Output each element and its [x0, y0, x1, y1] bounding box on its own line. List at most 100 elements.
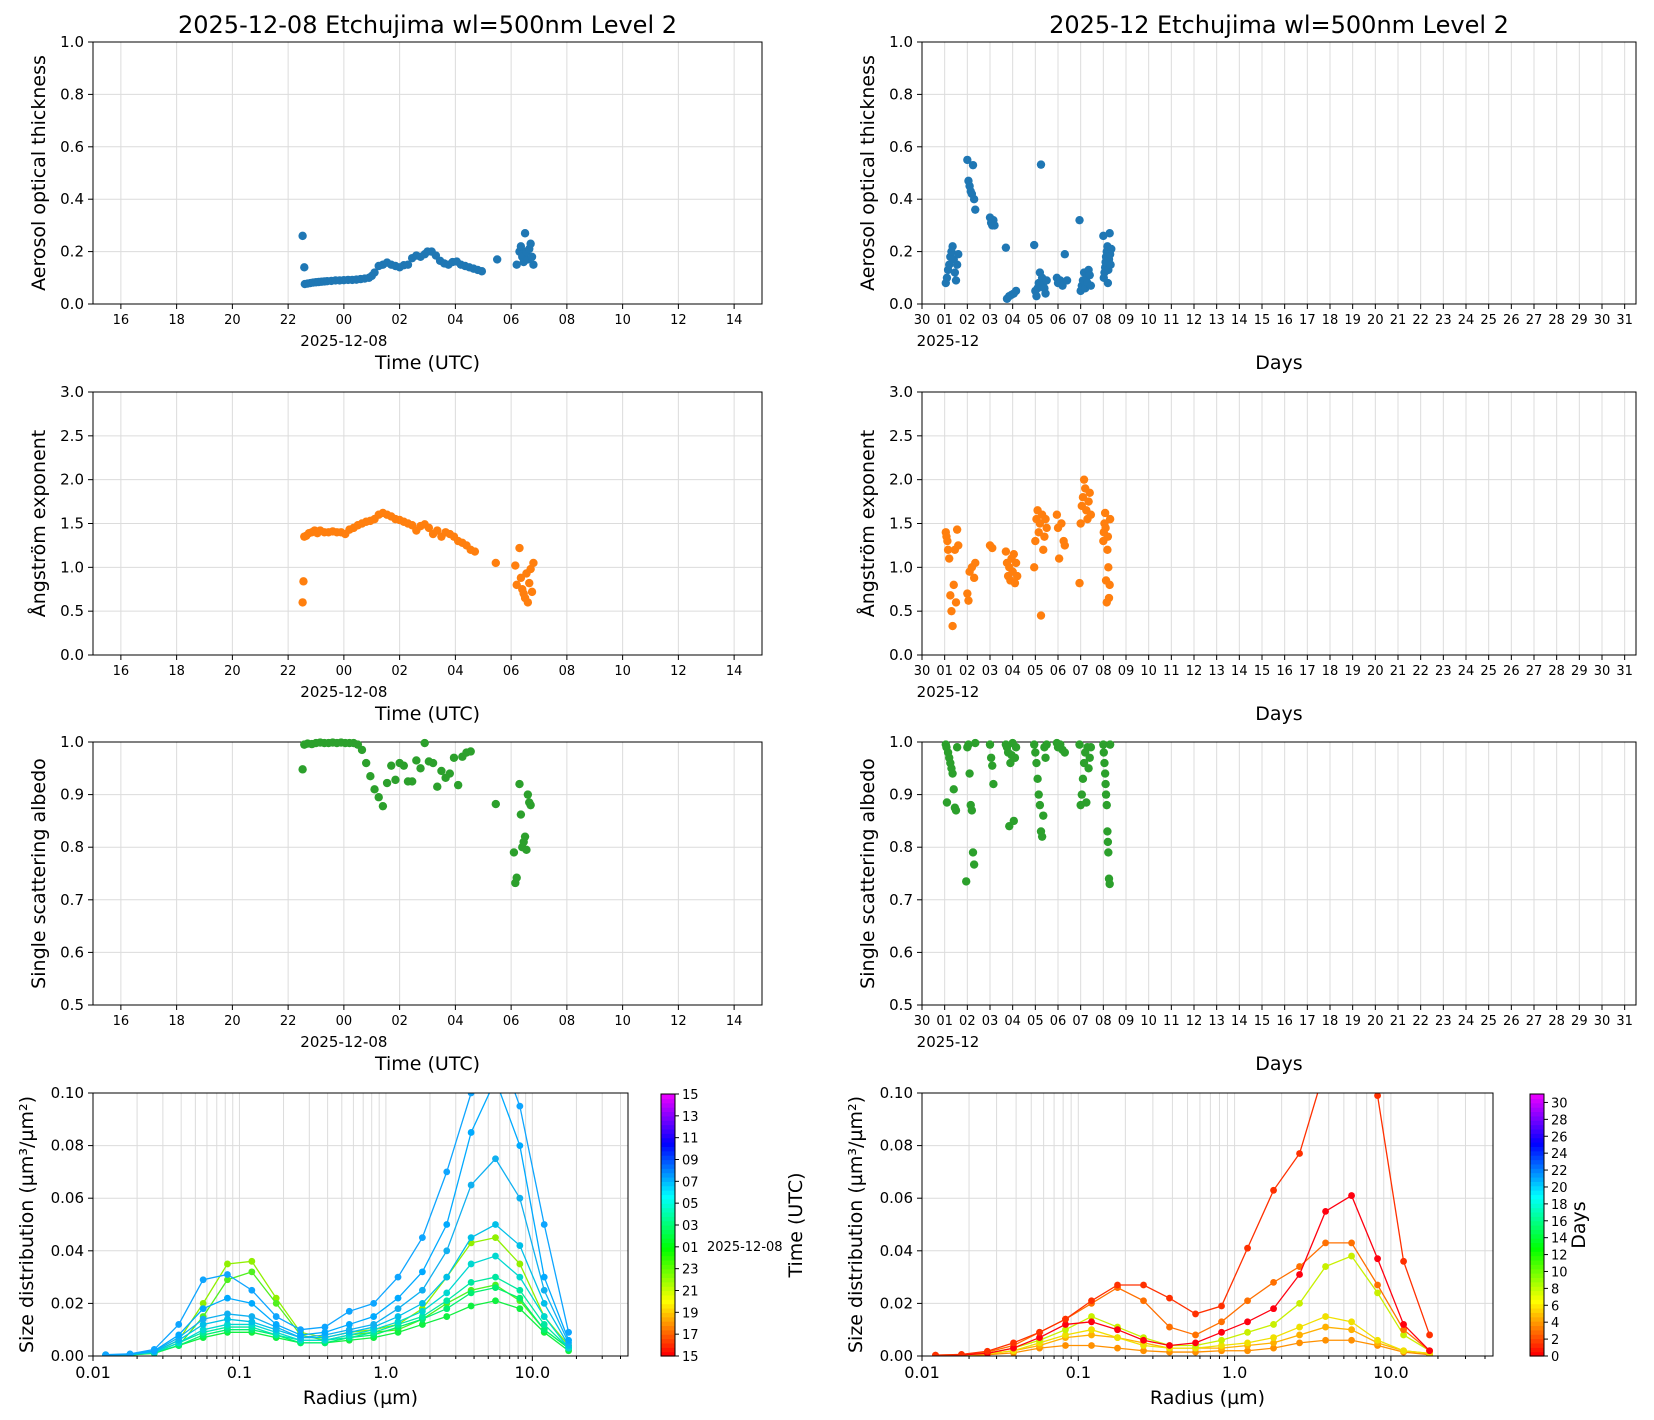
- series-point: [224, 1294, 231, 1302]
- data-point: [1039, 811, 1048, 820]
- x-tick-label: 28: [1548, 313, 1565, 328]
- series-line: [935, 1194, 1431, 1356]
- colorbar-band: [661, 1198, 675, 1204]
- x-tick-label: 30: [914, 313, 931, 328]
- series-point: [1400, 1326, 1407, 1334]
- colorbar-tick-label: 10: [1551, 1265, 1568, 1280]
- series-point: [418, 1321, 426, 1328]
- data-point: [1060, 250, 1070, 259]
- y-tick-label: 0.2: [889, 243, 913, 261]
- colorbar-band: [1530, 1242, 1544, 1248]
- x-tick-label: 26: [1503, 664, 1520, 679]
- series-point: [1218, 1328, 1225, 1336]
- series-point: [1218, 1342, 1225, 1349]
- series-point: [1426, 1347, 1433, 1355]
- data-point: [952, 525, 962, 534]
- colorbar-band: [661, 1277, 675, 1283]
- colorbar-band: [661, 1120, 675, 1126]
- series-point: [394, 1273, 402, 1281]
- series-point: [1374, 1255, 1381, 1263]
- series-point: [248, 1313, 256, 1320]
- colorbar-band: [661, 1163, 675, 1169]
- data-point: [391, 775, 400, 785]
- series-line: [935, 1339, 1430, 1356]
- data-point: [1057, 519, 1066, 528]
- data-point: [1032, 291, 1041, 301]
- series-point: [224, 1315, 231, 1323]
- y-tick-label: 0.5: [889, 602, 913, 620]
- x-tick-label: 30: [914, 664, 931, 679]
- x-tick-label: 18: [168, 664, 185, 679]
- colorbar-band: [661, 1216, 675, 1222]
- series-group: [102, 1093, 572, 1356]
- y-tick-label: 0.10: [51, 1084, 84, 1102]
- data-point: [527, 252, 537, 262]
- x-tick-label: 06: [1050, 313, 1067, 328]
- series-point: [1296, 1331, 1303, 1339]
- colorbar-label: Days: [1568, 1201, 1590, 1248]
- series-line: [935, 1093, 1431, 1356]
- y-tick-label: 0.06: [880, 1189, 913, 1207]
- colorbar-band: [1530, 1142, 1544, 1147]
- data-point: [416, 764, 425, 773]
- series-point: [1244, 1318, 1251, 1326]
- series-point: [418, 1234, 426, 1242]
- series-point: [1114, 1344, 1121, 1352]
- colorbar-tick-label: 01: [682, 1241, 699, 1256]
- colorbar-band: [1530, 1128, 1544, 1134]
- y-tick-label: 0.7: [889, 891, 913, 909]
- data-point: [424, 523, 434, 533]
- y-tick-label: 0.06: [51, 1189, 84, 1207]
- colorbar-band: [661, 1124, 675, 1130]
- series-point: [1218, 1318, 1225, 1326]
- data-point: [948, 769, 957, 778]
- colorbar-tick-label: 07: [682, 1175, 699, 1190]
- y-axis-label: Aerosol optical thickness: [28, 55, 50, 291]
- series-point: [1296, 1271, 1303, 1278]
- x-tick-label: 06: [503, 313, 520, 328]
- colorbar-tick-label: 14: [1551, 1232, 1568, 1247]
- data-point: [1105, 879, 1114, 889]
- series-point: [1218, 1302, 1225, 1310]
- x-tick-label: 04: [447, 664, 464, 679]
- series-point: [1192, 1339, 1199, 1347]
- data-point: [516, 242, 526, 251]
- series-point: [565, 1336, 572, 1344]
- x-tick-label: 17: [1299, 1014, 1316, 1029]
- colorbar-band: [1530, 1268, 1544, 1274]
- y-axis-label: Ångström exponent: [27, 430, 50, 618]
- data-point: [1042, 276, 1051, 285]
- colorbar-band: [661, 1168, 675, 1174]
- series-point: [224, 1321, 231, 1328]
- data-point: [1011, 558, 1021, 568]
- series-point: [540, 1300, 548, 1307]
- x-tick-label: 14: [1231, 1014, 1248, 1029]
- series-point: [443, 1297, 451, 1305]
- data-point: [433, 782, 442, 791]
- series-point: [199, 1305, 207, 1313]
- colorbar-band: [661, 1225, 675, 1230]
- data-point: [1075, 740, 1084, 749]
- colorbar-tick-label: 05: [682, 1197, 699, 1212]
- series-point: [1322, 1313, 1329, 1320]
- x-tick-label: 27: [1526, 1014, 1543, 1029]
- series-point: [443, 1247, 451, 1255]
- y-tick-label: 0.8: [889, 838, 913, 856]
- x-axis-label: Radius (µm): [1150, 1387, 1265, 1409]
- series-point: [418, 1268, 426, 1276]
- data-point: [477, 267, 487, 276]
- colorbar-band: [661, 1268, 675, 1274]
- data-point: [1101, 779, 1110, 789]
- colorbar-band: [661, 1133, 675, 1139]
- series-point: [175, 1331, 183, 1339]
- x-tick-label: 20: [224, 664, 241, 679]
- data-point: [1034, 528, 1043, 537]
- x-tick-label: 10.0: [1373, 1363, 1409, 1382]
- series-line: [105, 1093, 570, 1356]
- x-tick-label: 12: [670, 1014, 687, 1029]
- series-point: [394, 1305, 402, 1313]
- x-tick-label: 12: [670, 313, 687, 328]
- x-tick-label: 01: [936, 664, 953, 679]
- series-point: [345, 1326, 353, 1334]
- x-tick-label: 0.1: [227, 1363, 252, 1382]
